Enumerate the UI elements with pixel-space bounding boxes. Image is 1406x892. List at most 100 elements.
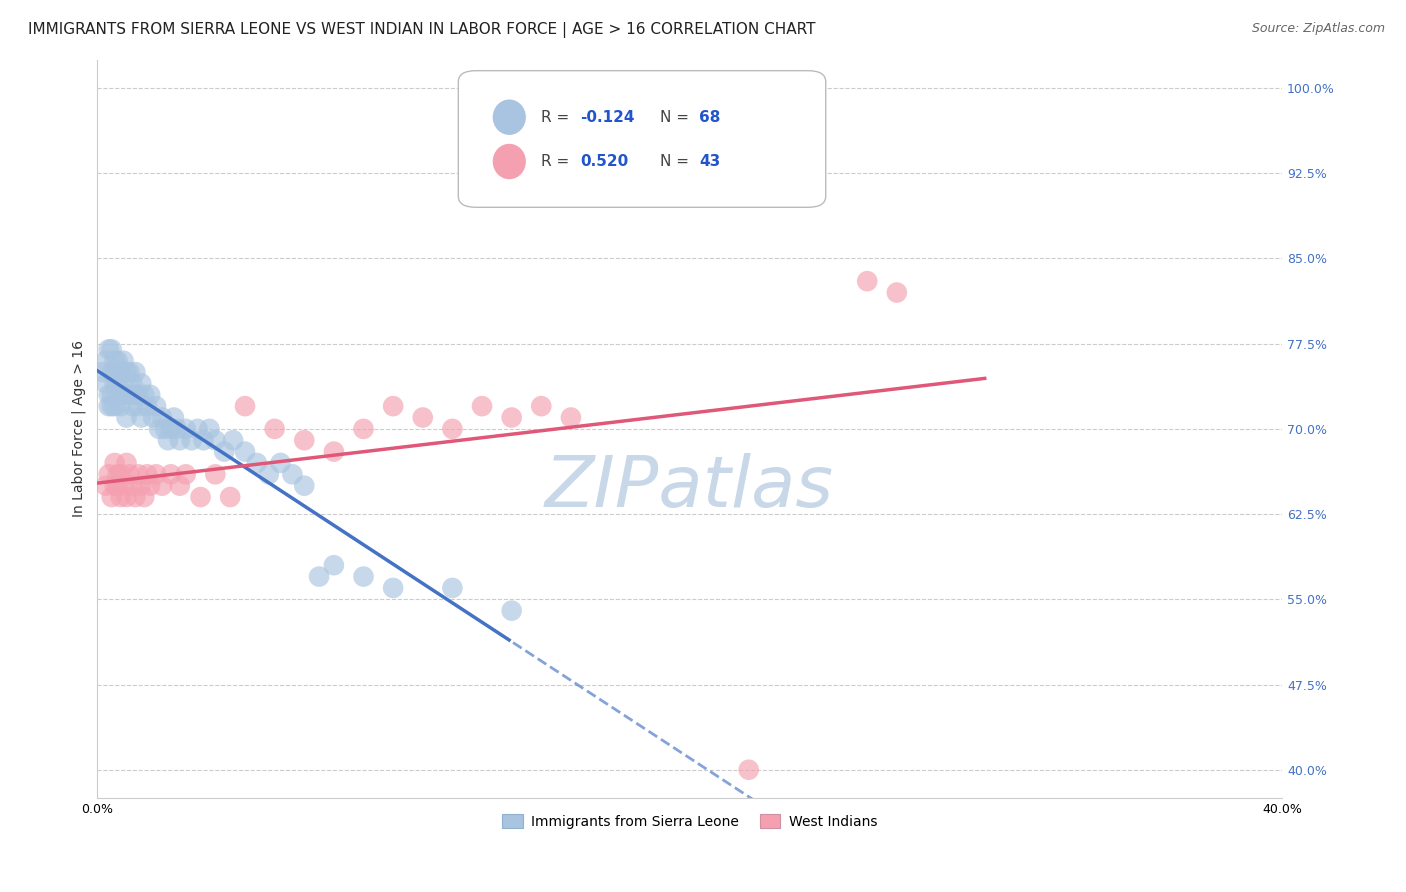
Point: [180, 434, 202, 448]
Point: [134, 490, 156, 504]
Point: [166, 422, 188, 436]
Point: [104, 353, 127, 368]
Point: [222, 434, 245, 448]
Point: [129, 410, 152, 425]
Point: [104, 456, 127, 470]
Point: [94, 376, 117, 391]
Point: [270, 456, 292, 470]
Point: [127, 399, 149, 413]
Text: R =: R =: [541, 110, 575, 125]
Legend: Immigrants from Sierra Leone, West Indians: Immigrants from Sierra Leone, West India…: [495, 806, 884, 836]
Point: [115, 388, 138, 402]
Point: [233, 399, 256, 413]
Point: [169, 434, 191, 448]
Text: IMMIGRANTS FROM SIERRA LEONE VS WEST INDIAN IN LABOR FORCE | AGE > 16 CORRELATIO: IMMIGRANTS FROM SIERRA LEONE VS WEST IND…: [28, 22, 815, 38]
Point: [115, 410, 138, 425]
Point: [100, 388, 122, 402]
Point: [115, 490, 138, 504]
Point: [204, 467, 226, 482]
Point: [121, 478, 143, 492]
Ellipse shape: [492, 100, 526, 135]
Point: [233, 444, 256, 458]
Point: [204, 434, 226, 448]
Point: [100, 490, 122, 504]
Point: [501, 410, 523, 425]
Point: [353, 422, 375, 436]
Point: [156, 434, 179, 448]
Point: [246, 456, 269, 470]
Ellipse shape: [492, 144, 526, 179]
Point: [107, 376, 129, 391]
Point: [97, 399, 120, 413]
Point: [124, 388, 146, 402]
Point: [322, 558, 344, 573]
Point: [104, 478, 127, 492]
Point: [136, 399, 159, 413]
Point: [110, 365, 132, 379]
Point: [441, 422, 464, 436]
Point: [353, 569, 375, 583]
Point: [292, 434, 315, 448]
Point: [112, 353, 135, 368]
Point: [100, 399, 122, 413]
Point: [112, 376, 135, 391]
Text: Source: ZipAtlas.com: Source: ZipAtlas.com: [1251, 22, 1385, 36]
Text: -0.124: -0.124: [581, 110, 636, 125]
Point: [169, 478, 191, 492]
Point: [257, 467, 280, 482]
Point: [281, 467, 304, 482]
Point: [112, 478, 135, 492]
Point: [174, 422, 197, 436]
Point: [104, 376, 127, 391]
Point: [263, 422, 285, 436]
Point: [127, 467, 149, 482]
Point: [145, 467, 167, 482]
Point: [107, 478, 129, 492]
Point: [124, 365, 146, 379]
Point: [91, 365, 114, 379]
Point: [97, 467, 120, 482]
Point: [97, 343, 120, 357]
Point: [139, 478, 162, 492]
Point: [107, 388, 129, 402]
Point: [121, 376, 143, 391]
Point: [94, 478, 117, 492]
Point: [118, 467, 141, 482]
Point: [150, 478, 173, 492]
Point: [115, 365, 138, 379]
Point: [160, 422, 183, 436]
Point: [308, 569, 330, 583]
Point: [97, 388, 120, 402]
Point: [129, 478, 152, 492]
Point: [292, 478, 315, 492]
Point: [382, 399, 405, 413]
Point: [104, 399, 127, 413]
Point: [174, 467, 197, 482]
Text: ZIPatlas: ZIPatlas: [546, 453, 834, 523]
Point: [382, 581, 405, 595]
Point: [121, 399, 143, 413]
Point: [142, 410, 165, 425]
Point: [110, 490, 132, 504]
Point: [100, 343, 122, 357]
Point: [110, 388, 132, 402]
Point: [127, 388, 149, 402]
Point: [856, 274, 879, 288]
Point: [107, 467, 129, 482]
Text: 0.520: 0.520: [581, 154, 628, 169]
Point: [115, 456, 138, 470]
Point: [118, 388, 141, 402]
Point: [104, 365, 127, 379]
Point: [129, 376, 152, 391]
Point: [412, 410, 434, 425]
Point: [160, 467, 183, 482]
Point: [886, 285, 908, 300]
Point: [107, 353, 129, 368]
Point: [110, 467, 132, 482]
Point: [145, 399, 167, 413]
Point: [322, 444, 344, 458]
Point: [124, 490, 146, 504]
Point: [187, 422, 209, 436]
Point: [471, 399, 494, 413]
Point: [94, 353, 117, 368]
